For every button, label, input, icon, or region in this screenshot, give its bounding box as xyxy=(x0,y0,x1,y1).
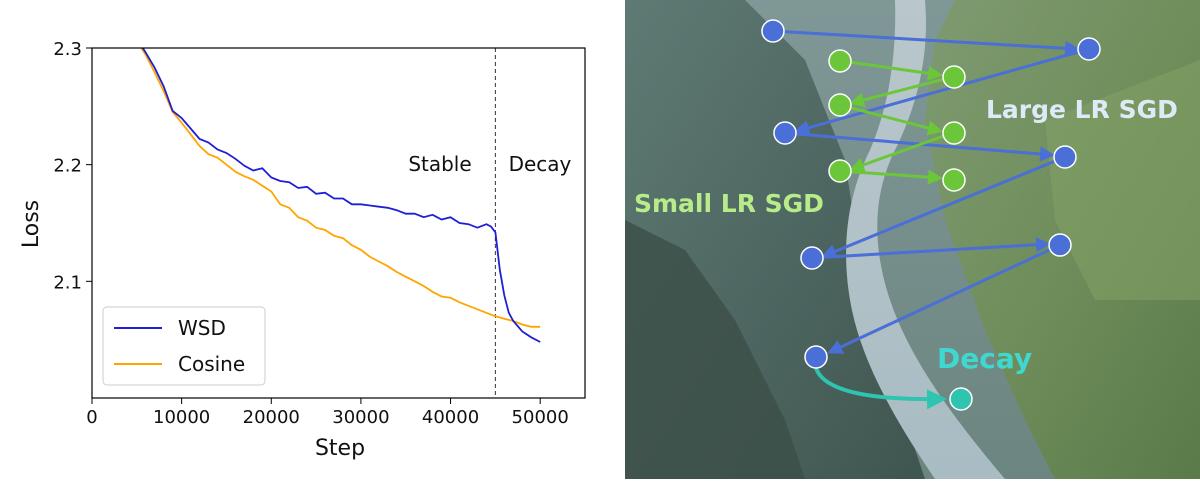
small-lr-label: Small LR SGD xyxy=(634,189,824,218)
legend-label-cosine: Cosine xyxy=(178,352,245,376)
decay-arrow xyxy=(814,367,947,410)
small-lr-point xyxy=(828,159,852,183)
decay-label: Decay xyxy=(937,342,1032,375)
loss-chart: 0 10000 20000 30000 40000 50000 2.1 2.2 2.3 Stab… xyxy=(19,39,586,461)
river xyxy=(846,0,1005,479)
x-tick-label: 40000 xyxy=(422,407,479,428)
small-lr-point xyxy=(828,49,852,73)
small-lr-point xyxy=(942,65,966,89)
training-dynamics-diagram: Large LR SGD Small LR SGD Decay xyxy=(625,0,1200,479)
plot-frame xyxy=(91,47,586,399)
large-lr-point xyxy=(800,246,824,270)
large-lr-point xyxy=(773,121,797,145)
large-step-arrow xyxy=(811,237,1051,260)
y-axis-label: Loss xyxy=(19,200,44,248)
legend: WSD Cosine xyxy=(102,306,266,386)
annotation-decay: Decay xyxy=(509,152,572,176)
large-lr-point xyxy=(804,345,828,369)
axes-ticks: 0 10000 20000 30000 40000 50000 2.1 2.2 2.3 xyxy=(53,39,568,428)
large-step-arrow xyxy=(772,29,1080,56)
x-tick-label: 0 xyxy=(86,407,97,428)
y-tick-label: 2.1 xyxy=(53,272,82,293)
small-step-arrow xyxy=(839,103,943,136)
small-lr-path xyxy=(839,59,953,185)
legend-label-wsd: WSD xyxy=(178,316,226,340)
large-lr-point xyxy=(1077,37,1101,61)
diagram-svg: Large LR SGD Small LR SGD Decay xyxy=(625,0,1200,479)
y-tick-label: 2.3 xyxy=(53,39,82,60)
large-step-arrow xyxy=(821,155,1066,259)
large-lr-label: Large LR SGD xyxy=(986,95,1178,124)
legend-box xyxy=(102,306,266,386)
large-lr-point xyxy=(761,19,785,43)
large-lr-points xyxy=(761,19,1101,369)
series-line-cosine xyxy=(140,48,541,328)
small-lr-point xyxy=(942,121,966,145)
large-lr-point xyxy=(1053,145,1077,169)
plot-area xyxy=(140,48,541,398)
annotation-stable: Stable xyxy=(408,152,471,176)
x-tick-label: 30000 xyxy=(332,407,389,428)
large-lr-path xyxy=(772,29,1090,354)
series-line-wsd xyxy=(141,48,541,343)
small-step-arrow xyxy=(839,169,943,185)
decay-point xyxy=(949,387,973,411)
x-axis-label: Step xyxy=(315,436,365,461)
left-cliff-shadow xyxy=(625,220,805,479)
x-tick-label: 20000 xyxy=(243,407,300,428)
small-step-arrow xyxy=(849,75,953,108)
small-lr-points xyxy=(828,49,966,192)
small-lr-point xyxy=(828,93,852,117)
small-step-arrow xyxy=(841,59,943,81)
small-step-arrow xyxy=(849,131,953,172)
large-step-arrow xyxy=(827,243,1061,354)
large-step-arrow xyxy=(794,47,1090,135)
x-tick-label: 50000 xyxy=(512,407,569,428)
small-lr-point xyxy=(942,168,966,192)
y-tick-label: 2.2 xyxy=(53,156,82,177)
right-hillside-highlight xyxy=(1045,60,1200,300)
loss-chart-svg: 0 10000 20000 30000 40000 50000 2.1 2.2 2.3 Stab… xyxy=(19,39,586,461)
x-tick-label: 10000 xyxy=(153,407,210,428)
large-lr-point xyxy=(1048,233,1072,257)
